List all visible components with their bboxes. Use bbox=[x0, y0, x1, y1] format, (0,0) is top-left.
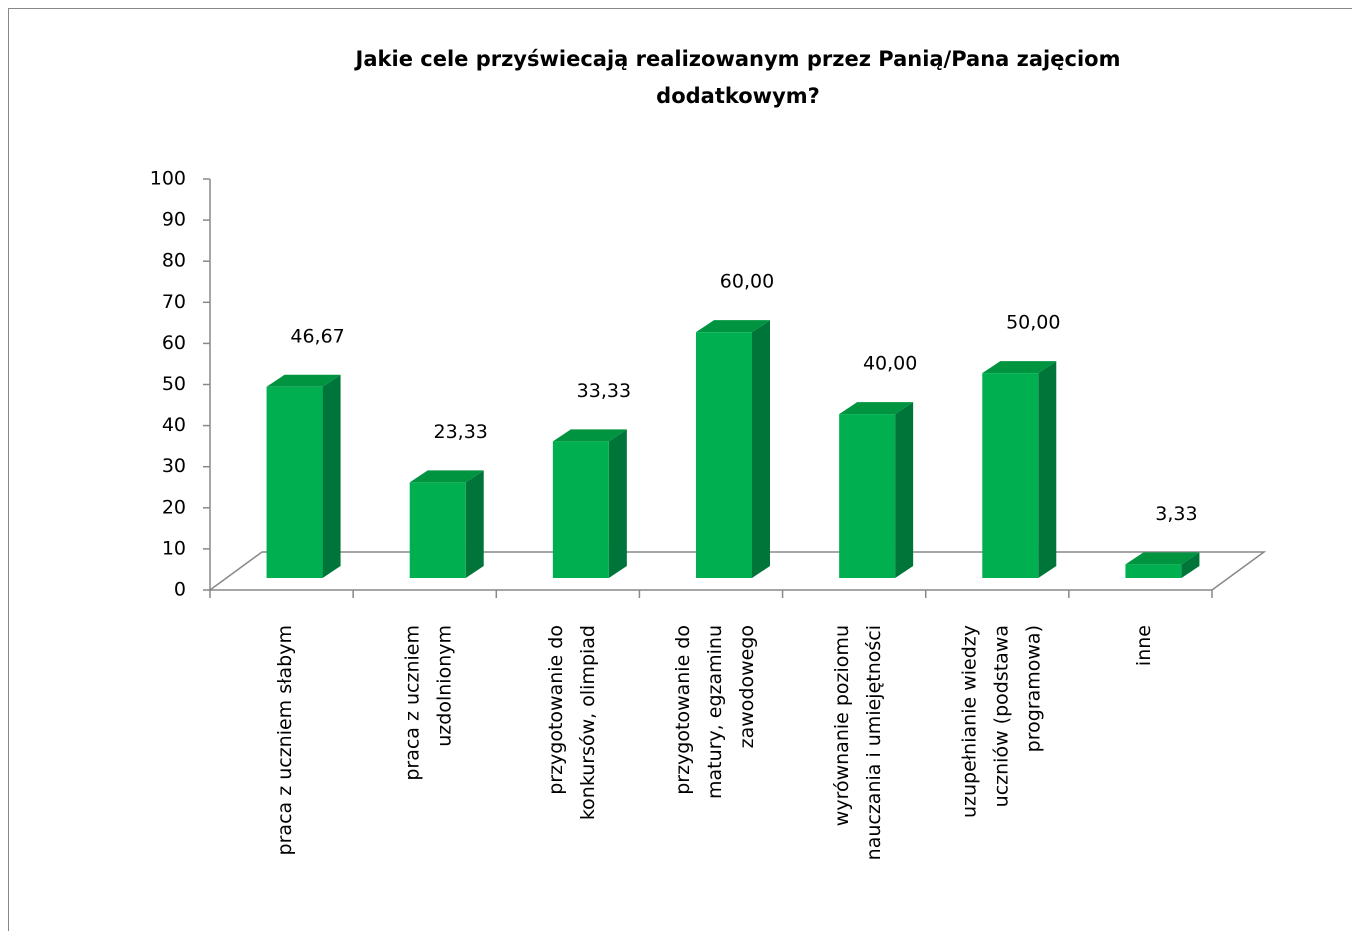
value-label: 50,00 bbox=[1006, 312, 1060, 334]
value-label: 3,33 bbox=[1155, 503, 1197, 525]
bar bbox=[552, 429, 627, 578]
y-tick-label: 50 bbox=[162, 373, 186, 395]
bar bbox=[1125, 552, 1200, 578]
bar bbox=[409, 470, 484, 578]
x-tick-label: praca z uczniem uzdolnionym bbox=[401, 625, 455, 781]
y-tick-label: 10 bbox=[162, 537, 186, 559]
x-tick-label: inne bbox=[1133, 625, 1155, 666]
bar-front bbox=[839, 414, 896, 578]
bar-top bbox=[409, 470, 484, 483]
value-label: 60,00 bbox=[720, 271, 774, 293]
chart-title: Jakie cele przyświecają realizowanym prz… bbox=[354, 47, 1121, 108]
x-tick-label: uzupełnianie wiedzy uczniów (podstawa prog… bbox=[958, 625, 1044, 818]
bar-side bbox=[752, 320, 770, 578]
bar-front bbox=[696, 332, 752, 578]
bar-top bbox=[696, 320, 770, 333]
bar-side bbox=[1038, 361, 1057, 578]
y-tick-label: 30 bbox=[162, 455, 186, 477]
x-tick-label: przygotowanie do matury, egzaminu zawodowe… bbox=[672, 625, 758, 799]
y-tick-label: 0 bbox=[174, 579, 186, 601]
x-tick-label: przygotowanie do konkursów, olimpiad bbox=[544, 625, 598, 820]
bar-front bbox=[409, 482, 466, 578]
bar bbox=[696, 320, 770, 578]
bar-side bbox=[322, 374, 341, 578]
bar-front bbox=[1125, 564, 1182, 578]
bar-top bbox=[552, 429, 627, 442]
value-label: 46,67 bbox=[290, 325, 344, 347]
bar-top bbox=[839, 402, 914, 415]
y-tick-label: 90 bbox=[162, 209, 186, 231]
bar bbox=[266, 374, 341, 578]
x-tick-label: wyrównanie poziomu nauczania i umiejętnoś… bbox=[831, 625, 885, 860]
y-tick-label: 70 bbox=[162, 291, 186, 313]
bar bbox=[839, 402, 914, 578]
y-tick-label: 20 bbox=[162, 496, 186, 518]
y-tick-label: 40 bbox=[162, 414, 186, 436]
x-tick-label: praca z uczniem słabym bbox=[274, 625, 296, 855]
y-tick-label: 60 bbox=[162, 332, 186, 354]
y-tick-label: 80 bbox=[162, 250, 186, 272]
bar-top bbox=[982, 361, 1057, 374]
bar-top bbox=[1125, 552, 1200, 565]
bar-side bbox=[1181, 552, 1200, 578]
bar-side bbox=[465, 470, 484, 578]
bar-front bbox=[552, 441, 609, 578]
bar-side bbox=[608, 429, 627, 578]
value-label: 40,00 bbox=[863, 353, 917, 375]
chart-frame bbox=[8, 8, 1352, 931]
value-label: 23,33 bbox=[434, 421, 488, 443]
bar bbox=[982, 361, 1057, 578]
bar-top bbox=[266, 374, 341, 387]
bar-front bbox=[982, 373, 1039, 578]
y-tick-label: 100 bbox=[150, 168, 186, 190]
bar-side bbox=[895, 402, 914, 578]
floor bbox=[207, 551, 1267, 591]
value-label: 33,33 bbox=[577, 380, 631, 402]
bar-front bbox=[266, 386, 323, 578]
